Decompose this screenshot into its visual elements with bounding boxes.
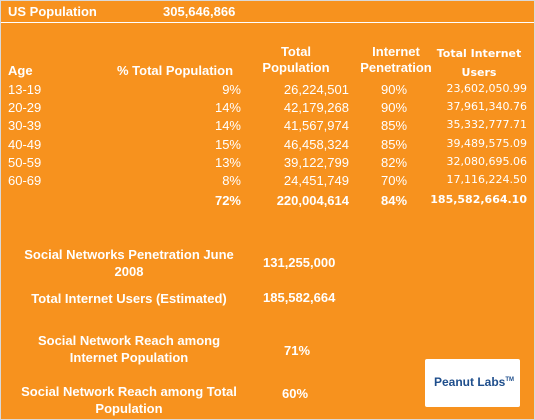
population-cell: 46,458,324: [283, 137, 349, 152]
peanut-labs-wordmark: Peanut Labs: [434, 375, 506, 389]
age-cell: 60-69: [8, 173, 42, 188]
age-column-header: Age: [8, 63, 33, 78]
pct-cell: 14%: [214, 100, 241, 115]
total-population-header: Total Population: [251, 44, 341, 76]
population-cell: 26,224,501: [283, 82, 349, 97]
pct-cell: 15%: [214, 137, 241, 152]
table-row: 60-69 8% 24,451,749 70% 17,116,224.50: [1, 172, 534, 190]
pct-cell: 14%: [214, 118, 241, 133]
penetration-cell: 70%: [380, 173, 408, 188]
pct-cell: 8%: [222, 173, 241, 188]
us-population-row: US Population 305,646,866: [1, 1, 534, 23]
table-row: 13-19 9% 26,224,501 90% 23,602,050.99: [1, 81, 534, 99]
total-population-header-line1: Total: [280, 44, 312, 59]
pct-total-population-header: % Total Population: [117, 63, 234, 78]
penetration-cell: 85%: [380, 137, 408, 152]
penetration-cell: 85%: [380, 118, 408, 133]
reach-total-value: 60%: [282, 386, 309, 401]
table-row: 50-59 13% 39,122,799 82% 32,080,695.06: [1, 154, 534, 172]
population-cell: 42,179,268: [283, 100, 349, 115]
table-row: 20-29 14% 42,179,268 90% 37,961,340.76: [1, 99, 534, 117]
penetration-cell: 90%: [380, 82, 408, 97]
total-internet-users-header-line2: Users: [461, 66, 497, 79]
population-cell: 41,567,974: [283, 118, 349, 133]
age-cell: 40-49: [8, 137, 42, 152]
population-cell: 39,122,799: [283, 155, 349, 170]
reach-total-label: Social Network Reach among Total Populat…: [21, 384, 237, 416]
age-cell: 30-39: [8, 118, 42, 133]
total-internet-users-label: Total Internet Users (Estimated): [31, 291, 227, 306]
age-cell: 13-19: [8, 82, 42, 97]
table-row: 30-39 14% 41,567,974 85% 35,332,777.71: [1, 117, 534, 135]
pct-cell: 9%: [222, 82, 241, 97]
users-cell: 35,332,777.71: [446, 118, 527, 131]
totals-row: 72% 220,004,614 84% 185,582,664.10: [1, 193, 534, 211]
users-cell: 32,080,695.06: [446, 155, 527, 168]
penetration-cell: 82%: [380, 155, 408, 170]
reach-internet-label: Social Network Reach among Internet Popu…: [37, 333, 221, 365]
total-penetration-cell: 84%: [380, 193, 408, 208]
trademark-mark: TM: [505, 377, 515, 383]
social-networks-penetration-value: 131,255,000: [263, 255, 336, 270]
internet-penetration-header: Internet Penetration: [351, 44, 441, 76]
penetration-cell: 90%: [380, 100, 408, 115]
population-cell: 24,451,749: [283, 173, 349, 188]
total-users-cell: 185,582,664.10: [430, 193, 527, 206]
us-population-label: US Population: [8, 4, 97, 19]
total-internet-users-value: 185,582,664: [263, 290, 336, 305]
total-pct-cell: 72%: [214, 193, 241, 208]
social-networks-penetration-label: Social Networks Penetration June 2008: [24, 247, 234, 279]
reach-internet-value: 71%: [284, 343, 311, 358]
total-population-cell: 220,004,614: [276, 193, 349, 208]
age-cell: 20-29: [8, 100, 42, 115]
total-population-header-line2: Population: [262, 60, 330, 75]
users-cell: 17,116,224.50: [446, 173, 527, 186]
users-cell: 39,489,575.09: [446, 137, 527, 150]
peanut-labs-logo-text: Peanut LabsTM: [434, 375, 514, 389]
pct-cell: 13%: [214, 155, 241, 170]
peanut-labs-logo: Peanut LabsTM: [425, 359, 520, 407]
internet-penetration-header-line2: Penetration: [360, 60, 432, 75]
total-internet-users-header-line1: Total Internet: [436, 47, 522, 60]
us-population-value: 305,646,866: [163, 4, 236, 19]
table-row: 40-49 15% 46,458,324 85% 39,489,575.09: [1, 136, 534, 154]
internet-penetration-header-line1: Internet: [372, 44, 420, 59]
users-cell: 37,961,340.76: [446, 100, 527, 113]
age-cell: 50-59: [8, 155, 42, 170]
total-internet-users-header: Total Internet Users: [433, 44, 525, 82]
users-cell: 23,602,050.99: [446, 82, 527, 95]
